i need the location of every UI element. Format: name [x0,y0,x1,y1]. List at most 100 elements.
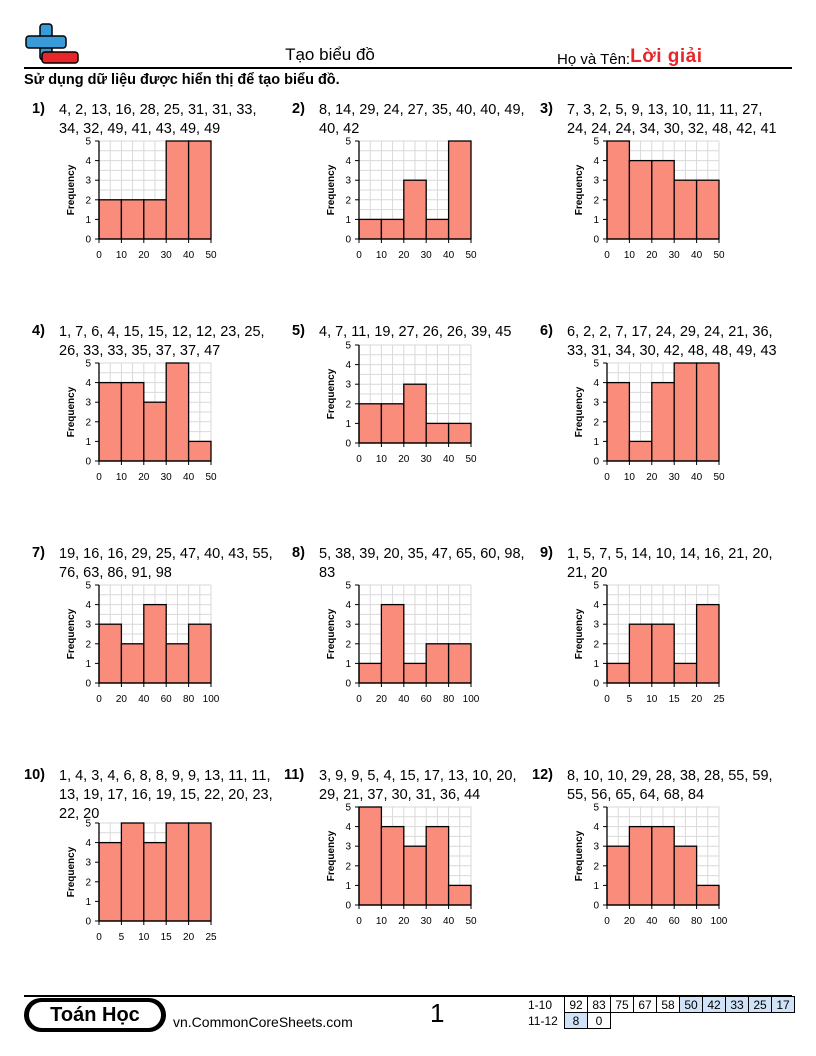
y-tick-label: 4 [85,156,91,167]
y-tick-label: 2 [593,861,599,872]
problem-data: 3, 9, 9, 5, 4, 15, 17, 13, 10, 20, 29, 2… [319,768,517,803]
histogram-bar [120,199,145,240]
x-tick-label: 30 [161,472,173,483]
score-cell: 50 [679,996,703,1013]
x-tick-label: 20 [624,916,636,927]
x-tick-label: 0 [96,250,102,261]
y-axis-label: Frequency [66,608,77,659]
x-tick-label: 50 [465,916,477,927]
x-tick-label: 20 [138,472,150,483]
x-tick-label: 25 [205,932,217,943]
y-tick-label: 1 [85,437,91,448]
problem-number: 2) [292,101,305,117]
y-tick-label: 3 [345,842,351,853]
x-tick-label: 0 [356,250,362,261]
brand-badge: Toán Học [24,998,166,1032]
y-tick-label: 5 [593,581,599,592]
x-tick-label: 80 [691,916,703,927]
x-tick-label: 40 [398,694,410,705]
y-tick-label: 0 [85,235,91,246]
histogram-bar [187,440,212,462]
x-tick-label: 20 [398,916,410,927]
histogram-bar [673,179,698,240]
histogram: 0 1 2 3 4 5 0 20 40 60 80 100 Frequency [574,803,728,927]
y-tick-label: 2 [85,195,91,206]
y-tick-label: 3 [593,398,599,409]
y-tick-label: 3 [85,398,91,409]
y-tick-label: 0 [345,679,351,690]
problem-data: 8, 14, 29, 24, 27, 35, 40, 40, 49, 40, 4… [319,102,525,137]
problem-number: 10) [24,767,45,783]
histogram-bar [447,884,472,906]
y-tick-label: 2 [85,877,91,888]
x-tick-label: 15 [669,694,681,705]
x-tick-label: 100 [463,694,480,705]
y-tick-label: 1 [593,215,599,226]
histogram-bar [606,662,631,684]
x-tick-label: 10 [116,472,128,483]
y-axis-label: Frequency [574,608,585,659]
header-divider [24,67,792,69]
x-tick-label: 0 [604,694,610,705]
histogram-bar [695,603,720,684]
name-label: Họ và Tên: [557,51,631,68]
y-tick-label: 2 [85,417,91,428]
histogram-bar [187,822,212,922]
x-tick-label: 40 [646,916,658,927]
y-tick-label: 5 [85,137,91,148]
histogram-bar [143,603,167,684]
y-axis-label: Frequency [326,164,337,215]
histogram-bar [120,643,145,684]
y-axis-label: Frequency [66,164,77,215]
problem-7: 7) 19, 16, 16, 29, 25, 47, 40, 43, 55, 76… [24,545,274,755]
histogram-bar [651,159,675,240]
footer-divider [24,995,792,997]
x-tick-label: 40 [183,472,195,483]
histogram-bar [143,841,167,922]
answer-key-label: Lời giải [630,46,703,67]
histogram-bar [98,623,123,684]
y-tick-label: 4 [593,378,599,389]
y-tick-label: 1 [85,897,91,908]
site-url: vn.CommonCoreSheets.com [173,1014,353,1030]
histogram-bar [165,822,190,922]
y-tick-label: 5 [85,359,91,370]
x-tick-label: 10 [376,454,388,465]
y-tick-label: 1 [345,881,351,892]
histogram-bar [425,218,450,240]
y-tick-label: 0 [593,457,599,468]
x-tick-label: 20 [138,250,150,261]
y-tick-label: 4 [593,156,599,167]
score-cell: 17 [771,996,795,1013]
y-tick-label: 3 [345,380,351,391]
y-axis-label: Frequency [574,386,585,437]
x-tick-label: 40 [443,916,455,927]
y-tick-label: 5 [85,819,91,830]
histogram-bar [425,643,450,684]
problem-1: 1) 4, 2, 13, 16, 28, 25, 31, 31, 33, 34, … [24,101,274,311]
y-tick-label: 4 [593,600,599,611]
y-tick-label: 1 [85,659,91,670]
x-tick-label: 40 [691,472,703,483]
histogram-bar [120,822,145,922]
y-tick-label: 4 [85,600,91,611]
y-tick-label: 1 [345,215,351,226]
score-cell: 33 [725,996,749,1013]
x-tick-label: 5 [627,694,633,705]
x-tick-label: 80 [183,694,195,705]
x-tick-label: 25 [713,694,725,705]
y-tick-label: 3 [345,620,351,631]
histogram-bar [403,179,427,240]
problem-data: 1, 7, 6, 4, 15, 15, 12, 12, 23, 25, 26, … [59,324,265,359]
histogram-bar [628,440,653,462]
problem-8: 8) 5, 38, 39, 20, 35, 47, 65, 60, 98, 83 0… [284,545,534,755]
histogram-bar [98,841,123,922]
x-tick-label: 100 [711,916,728,927]
x-tick-label: 60 [421,694,433,705]
x-tick-label: 10 [116,250,128,261]
x-tick-label: 40 [691,250,703,261]
y-tick-label: 0 [593,235,599,246]
